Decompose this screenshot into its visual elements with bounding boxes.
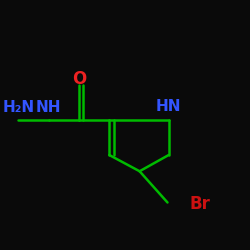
Text: H₂N: H₂N bbox=[2, 100, 34, 115]
Text: HN: HN bbox=[156, 99, 182, 114]
Text: NH: NH bbox=[36, 100, 61, 115]
Text: O: O bbox=[72, 70, 86, 88]
Text: Br: Br bbox=[189, 195, 210, 213]
